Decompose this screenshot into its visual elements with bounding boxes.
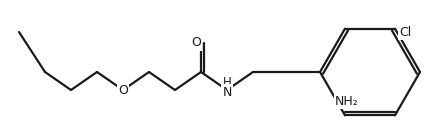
Text: NH₂: NH₂ xyxy=(335,95,359,108)
Text: N: N xyxy=(222,86,232,98)
Text: H: H xyxy=(223,75,232,89)
Text: O: O xyxy=(118,84,128,97)
Text: Cl: Cl xyxy=(399,26,411,39)
Text: O: O xyxy=(191,36,201,50)
